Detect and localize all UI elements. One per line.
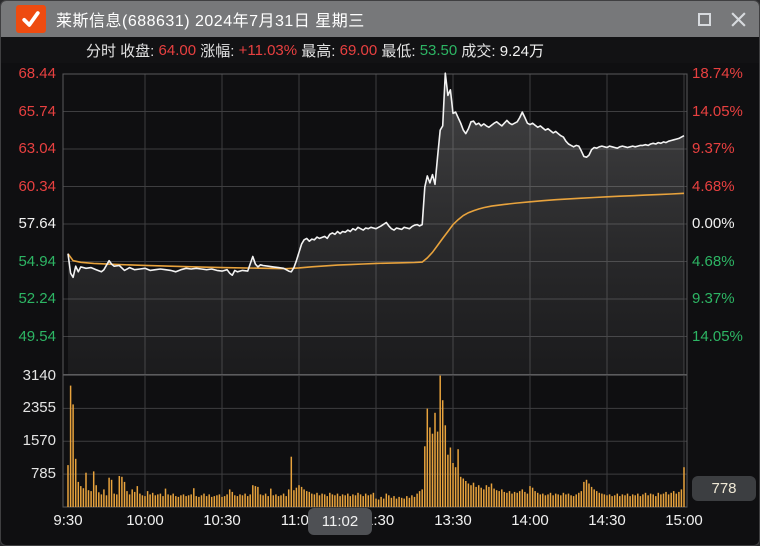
percent-axis-label: 18.74% [692, 65, 743, 82]
check-icon [22, 11, 40, 27]
low-label: 最低: [377, 42, 420, 60]
window-title: 莱斯信息(688631) 2024年7月31日 星期三 [56, 13, 365, 30]
tab-timeshare[interactable]: 分时 [86, 42, 117, 60]
close-button[interactable] [727, 8, 749, 30]
close-price-label: 收盘: [116, 42, 159, 60]
price-axis-label: 63.04 [18, 140, 56, 157]
price-axis-label: 49.54 [18, 327, 56, 345]
close-icon [730, 11, 746, 27]
pane-border [62, 73, 688, 508]
time-axis-label: 10:00 [126, 512, 164, 529]
change-pct-label: 涨幅: [196, 42, 239, 60]
average-price-line [67, 192, 685, 270]
percent-axis-label: 4.68% [692, 252, 735, 270]
time-axis-label: 9:30 [53, 512, 83, 529]
turnover-label: 成交: [457, 42, 500, 60]
price-axis-label: 54.94 [18, 252, 56, 270]
high-value: 69.00 [339, 41, 378, 59]
crosshair-time-tooltip: 11:02 [308, 508, 372, 535]
title-bar[interactable]: 莱斯信息(688631) 2024年7月31日 星期三 [1, 1, 759, 37]
time-axis-label: 14:30 [588, 512, 626, 529]
app-logo [16, 5, 46, 33]
crosshair-volume-tooltip: 778 [692, 476, 756, 501]
volume-axis-label: 2355 [22, 399, 56, 417]
percent-axis-label: 9.37% [692, 290, 735, 307]
volume-axis-label: 3140 [22, 366, 56, 384]
high-label: 最高: [297, 42, 340, 60]
percent-axis-label: 14.05% [692, 102, 743, 120]
price-line [67, 72, 685, 279]
percent-axis-label: 9.37% [692, 140, 735, 157]
price-axis-label: 68.44 [18, 65, 56, 82]
price-area-fill [68, 73, 684, 375]
maximize-icon [697, 12, 711, 26]
low-value: 53.50 [419, 41, 458, 59]
price-axis-label: 57.64 [18, 215, 56, 232]
time-axis-label: 10:30 [203, 512, 241, 529]
percent-axis-label: 14.05% [692, 327, 743, 345]
maximize-button[interactable] [693, 8, 715, 30]
close-price-value: 64.00 [158, 41, 197, 59]
price-axis-label: 52.24 [18, 290, 56, 307]
volume-axis-label: 1570 [22, 432, 56, 450]
time-axis-label: 14:00 [511, 512, 549, 529]
percent-axis-label: 0.00% [692, 215, 735, 232]
volume-axis-label: 785 [30, 465, 56, 483]
change-pct-value: +11.03% [238, 41, 298, 59]
time-axis-label: 13:30 [434, 512, 472, 529]
quote-summary-bar: 分时 收盘: 64.00 涨幅: +11.03% 最高: 69.00 最低: 5… [1, 37, 759, 63]
percent-axis-label: 4.68% [692, 177, 735, 195]
price-axis-label: 65.74 [18, 102, 56, 120]
time-axis-label: 15:00 [665, 512, 703, 529]
turnover-value: 9.24万 [499, 42, 544, 60]
price-axis-label: 60.34 [18, 177, 56, 195]
